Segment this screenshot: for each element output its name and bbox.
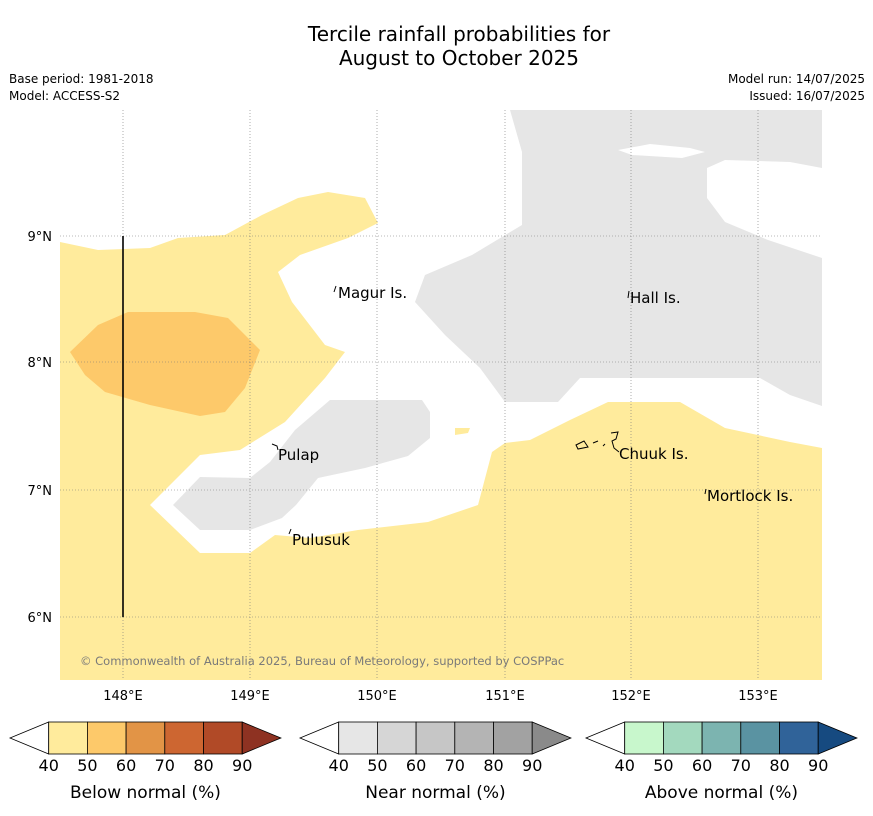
colorbar-tick-label: 60 [692,756,712,775]
model-run-date: Model run: 14/07/2025 [727,72,865,86]
colorbar-tick-label: 40 [39,756,59,775]
colorbar-tick-label: 80 [193,756,213,775]
colorbar-tick-label: 40 [615,756,635,775]
colorbar-tick-label: 60 [406,756,426,775]
colorbar-extend-high [817,721,858,755]
lat-tick-9: 9°N [28,230,53,245]
colorbar-tick-label: 90 [808,756,828,775]
lon-tick-153: 153°E [738,689,778,704]
colorbar-3: 40 50 60 70 80 90 Above normal (%) [584,721,858,803]
lon-tick-151: 151°E [485,689,525,704]
colorbar-segment [624,721,664,755]
title-line-2: August to October 2025 [338,46,580,70]
colorbar-segment [48,721,88,755]
lon-tick-152: 152°E [611,689,651,704]
place-label-hall: Hall Is. [630,289,681,307]
lon-tick-150: 150°E [357,689,397,704]
near-normal-hole [618,144,705,158]
colorbars: 40 50 60 70 80 90 Below normal (%) 40 50 60 70 80 90… [8,721,858,803]
colorbar-segment [87,721,127,755]
model-name: Model: ACCESS-S2 [9,89,121,103]
colorbar-segment [376,721,417,755]
below-normal-sliver [455,428,470,435]
colorbar-tick-label: 90 [232,756,252,775]
map-title: Tercile rainfall probabilities for Augus… [0,22,873,70]
colorbar-label: Above normal (%) [645,783,798,803]
island-outlines [271,285,707,535]
colorbar-segment [740,721,780,755]
place-label-pulusuk: Pulusuk [292,531,350,549]
colorbar-tick-label: 50 [77,756,97,775]
colorbar-segment [493,721,533,755]
colorbar-2: 40 50 60 70 80 90 Near normal (%) [298,721,572,803]
colorbar-extend-low [584,721,626,755]
colorbar-segment [338,721,378,755]
issued-date: Issued: 16/07/2025 [749,89,865,103]
lat-tick-7: 7°N [28,484,53,499]
lat-tick-6: 6°N [28,611,53,626]
place-label-mortlock: Mortlock Is. [707,487,793,505]
colorbar-extend-high [241,721,282,755]
colorbar-tick-label: 70 [445,756,465,775]
near-normal-region-north-east [415,110,822,406]
lon-tick-148: 148°E [103,689,143,704]
colorbar-tick-label: 70 [731,756,751,775]
colorbar-segment [415,721,456,755]
colorbar-segment [663,721,703,755]
place-label-magur: Magur Is. [338,284,407,302]
colorbar-tick-label: 80 [769,756,789,775]
colorbar-segment [164,721,204,755]
base-period: Base period: 1981-2018 [9,72,154,86]
colorbar-segment [701,721,742,755]
colorbar-segment [454,721,494,755]
metadata-left: Base period: 1981-2018 Model: ACCESS-S2 [9,71,154,105]
colorbar-extend-high [531,721,572,755]
place-label-chuuk: Chuuk Is. [619,445,688,463]
metadata-right: Model run: 14/07/2025 Issued: 16/07/2025 [728,71,865,105]
place-label-pulap: Pulap [278,446,319,464]
colorbar-label: Below normal (%) [70,783,221,803]
below-normal-region-west [60,192,822,680]
lat-tick-8: 8°N [28,356,53,371]
below-normal-region-50-60 [70,312,260,416]
colorbar-tick-label: 40 [329,756,349,775]
colorbar-1: 40 50 60 70 80 90 Below normal (%) [8,721,282,803]
colorbar-tick-label: 50 [653,756,673,775]
colorbar-extend-low [8,721,50,755]
copyright-notice: © Commonwealth of Australia 2025, Bureau… [80,654,564,668]
colorbar-extend-low [298,721,340,755]
colorbar-label: Near normal (%) [365,783,505,803]
near-normal-region-pulap [173,400,430,530]
colorbar-tick-label: 80 [483,756,503,775]
colorbar-tick-label: 70 [155,756,175,775]
title-line-1: Tercile rainfall probabilities for [307,22,611,46]
colorbar-segment [203,721,243,755]
colorbar-segment [125,721,166,755]
colorbar-segment [779,721,819,755]
colorbar-tick-label: 50 [367,756,387,775]
map-panel [0,110,873,690]
colorbar-tick-label: 90 [522,756,542,775]
colorbar-tick-label: 60 [116,756,136,775]
lon-tick-149: 149°E [230,689,270,704]
